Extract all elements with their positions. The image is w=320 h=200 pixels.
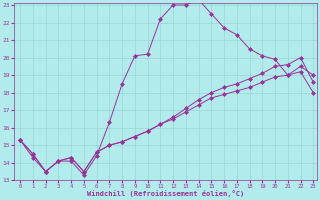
- X-axis label: Windchill (Refroidissement éolien,°C): Windchill (Refroidissement éolien,°C): [87, 190, 244, 197]
